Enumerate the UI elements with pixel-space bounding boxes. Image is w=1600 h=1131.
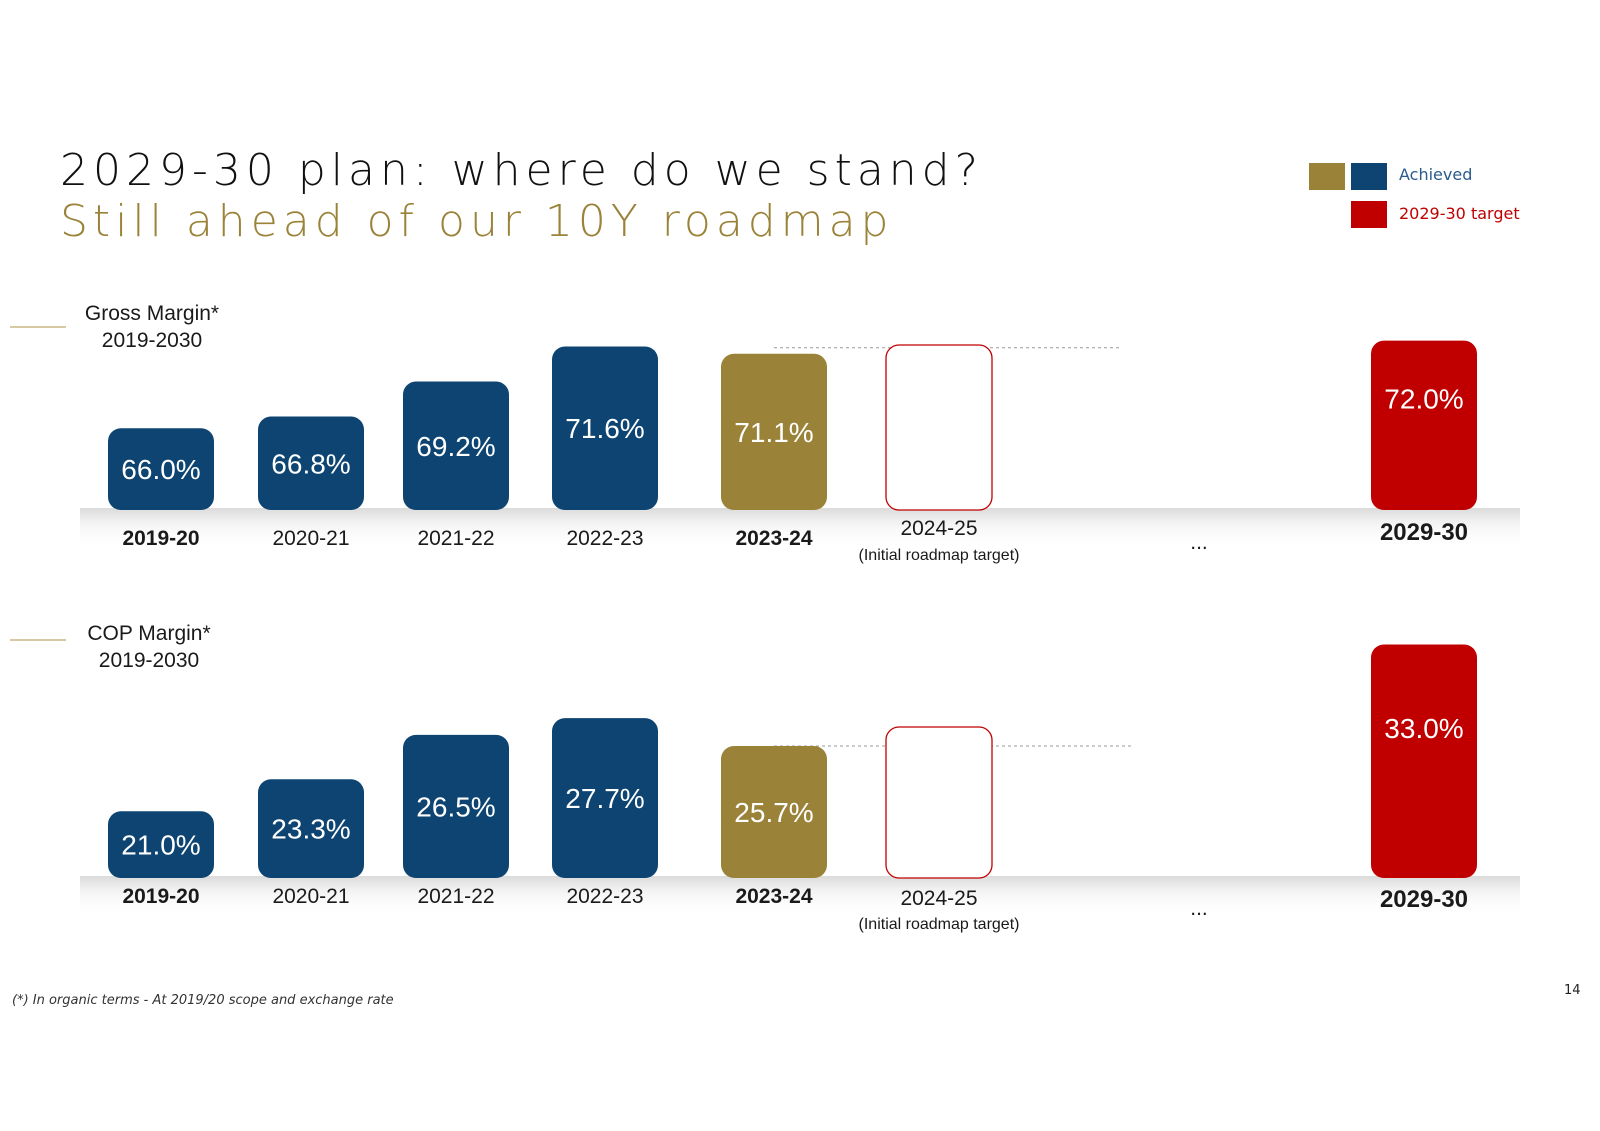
cop-margin-category-label-2020-21: 2020-21 xyxy=(272,885,349,908)
page-subtitle: Still ahead of our 10Y roadmap xyxy=(60,196,894,247)
footnote: (*) In organic terms - At 2019/20 scope … xyxy=(12,993,394,1008)
cop-margin-bar-2029-30 xyxy=(1371,644,1477,878)
gross-margin-category-label-2024-25: 2024-25 xyxy=(900,517,977,540)
gross-margin-bar-2029-30 xyxy=(1371,340,1477,510)
legend-swatch-red xyxy=(1351,201,1387,228)
cop-margin-value-label-2029-30: 33.0% xyxy=(1384,713,1463,744)
gross-margin-value-label-2020-21: 66.8% xyxy=(271,448,350,479)
cop-margin-baseline-shelf xyxy=(80,876,1520,918)
cop-margin-category-label-2029-30: 2029-30 xyxy=(1380,886,1468,913)
gross-margin-category-note-2024-25: (Initial roadmap target) xyxy=(859,547,1020,564)
gross-margin-placeholder-bar-2024-25 xyxy=(885,344,993,511)
cop-margin-category-label-2022-23: 2022-23 xyxy=(566,885,643,908)
gross-margin-baseline-shelf xyxy=(80,508,1520,550)
gross-margin-category-label-2029-30: 2029-30 xyxy=(1380,519,1468,546)
gross-margin-bar-2022-23 xyxy=(552,346,658,510)
legend-achieved-label: Achieved xyxy=(1399,165,1473,184)
legend-target-label: 2029-30 target xyxy=(1399,204,1520,223)
page-title: 2029-30 plan: where do we stand? xyxy=(60,145,983,196)
gross-margin-value-label-2023-24: 71.1% xyxy=(734,417,813,448)
cop-margin-value-label-2019-20: 21.0% xyxy=(121,830,200,861)
cop-margin-bar-2022-23 xyxy=(552,718,658,878)
gross-margin-category-label-2021-22: 2021-22 xyxy=(417,527,494,550)
cop-margin-value-label-2021-22: 26.5% xyxy=(416,791,495,822)
cop-margin-category-label-2024-25: 2024-25 xyxy=(900,887,977,910)
cop-margin-bar-2021-22 xyxy=(403,734,509,878)
gross-margin-chart-period: 2019-2030 xyxy=(102,329,202,352)
gross-margin-value-label-2029-30: 72.0% xyxy=(1384,383,1463,414)
gross-margin-category-label-2019-20: 2019-20 xyxy=(122,527,199,550)
gross-margin-category-label-...: ... xyxy=(1190,531,1208,554)
gross-margin-value-label-2019-20: 66.0% xyxy=(121,454,200,485)
gross-margin-value-label-2021-22: 69.2% xyxy=(416,431,495,462)
legend-swatch-gold xyxy=(1309,163,1345,190)
cop-margin-category-label-2023-24: 2023-24 xyxy=(735,885,812,908)
gross-margin-bar-2020-21 xyxy=(258,416,364,510)
cop-margin-category-label-2021-22: 2021-22 xyxy=(417,885,494,908)
cop-margin-value-label-2023-24: 25.7% xyxy=(734,797,813,828)
cop-margin-bar-2023-24 xyxy=(721,745,827,878)
gross-margin-value-label-2022-23: 71.6% xyxy=(565,413,644,444)
gross-margin-category-label-2020-21: 2020-21 xyxy=(272,527,349,550)
cop-margin-bar-2019-20 xyxy=(108,811,214,878)
cop-margin-placeholder-bar-2024-25 xyxy=(885,726,993,879)
gross-margin-category-label-2023-24: 2023-24 xyxy=(735,527,812,550)
cop-margin-category-label-2019-20: 2019-20 xyxy=(122,885,199,908)
cop-margin-category-note-2024-25: (Initial roadmap target) xyxy=(859,916,1020,933)
gross-margin-category-label-2022-23: 2022-23 xyxy=(566,527,643,550)
cop-margin-chart-period: 2019-2030 xyxy=(99,649,199,672)
gross-margin-chart-title: Gross Margin* xyxy=(85,302,219,325)
cop-margin-bar-2020-21 xyxy=(258,779,364,878)
cop-margin-value-label-2022-23: 27.7% xyxy=(565,783,644,814)
cop-margin-category-label-...: ... xyxy=(1190,897,1208,920)
page-number: 14 xyxy=(1564,983,1581,998)
cop-margin-value-label-2020-21: 23.3% xyxy=(271,814,350,845)
legend-swatch-blue xyxy=(1351,163,1387,190)
gross-margin-bar-2023-24 xyxy=(721,353,827,510)
gross-margin-bar-2021-22 xyxy=(403,381,509,510)
cop-margin-chart-title: COP Margin* xyxy=(87,622,210,645)
gross-margin-bar-2019-20 xyxy=(108,428,214,510)
